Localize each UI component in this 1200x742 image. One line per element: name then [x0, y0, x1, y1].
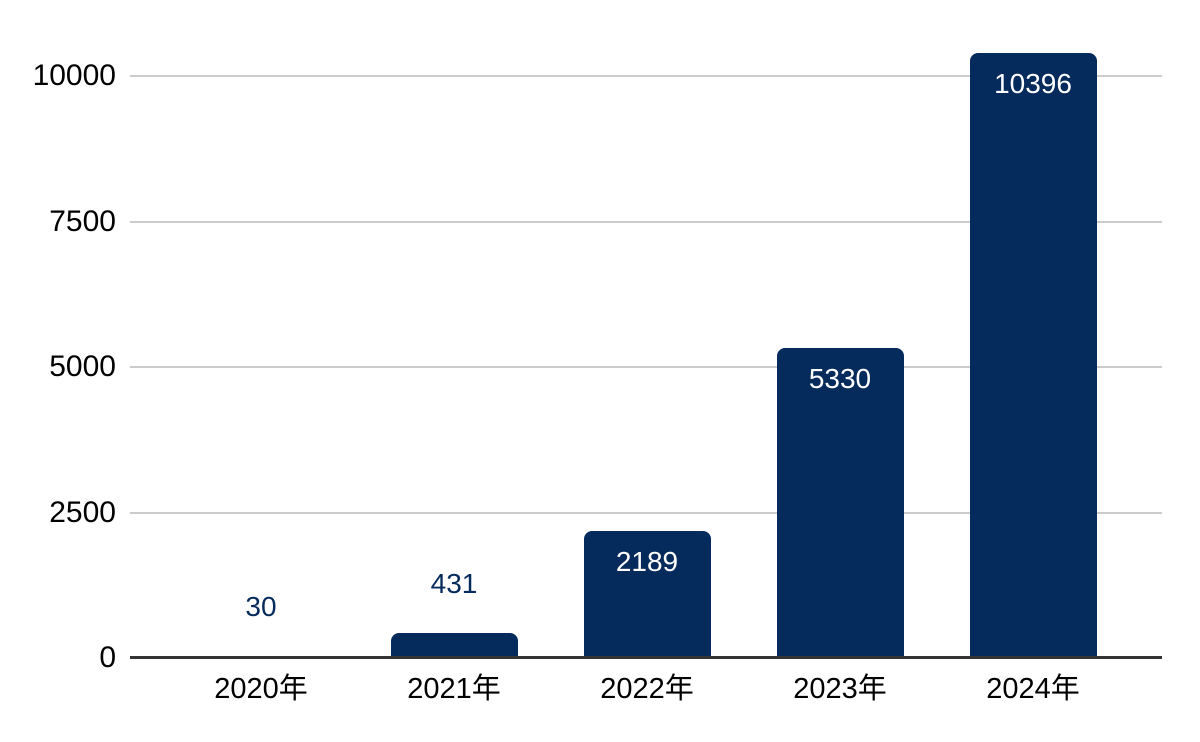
- gridline: [130, 511, 1162, 514]
- bar-value-label: 30: [245, 590, 277, 622]
- bar-2022年: 2189: [583, 530, 711, 658]
- x-axis-label: 2023年: [793, 673, 887, 705]
- y-axis-tick-label: 0: [99, 641, 116, 674]
- gridline: [130, 220, 1162, 223]
- x-axis-label: 2020年: [214, 673, 308, 705]
- bar-value-label: 431: [430, 567, 478, 599]
- x-axis-label: 2024年: [986, 673, 1080, 705]
- x-axis-label: 2021年: [407, 673, 501, 705]
- bar-value-label: 2189: [615, 545, 679, 577]
- gridline: [130, 75, 1162, 77]
- bar-2023年: 5330: [776, 347, 904, 658]
- bar-2021年: [390, 632, 518, 658]
- plot-area: 30 431 2189 5330 10396: [130, 52, 1162, 659]
- bar-value-label: 10396: [994, 67, 1072, 99]
- x-axis-baseline: [130, 656, 1162, 659]
- y-axis-tick-label: 10000: [32, 59, 116, 92]
- y-axis-tick-label: 2500: [49, 495, 116, 529]
- bar-value-label: 5330: [808, 362, 872, 394]
- bar-2024年: 10396: [969, 52, 1097, 658]
- y-axis-tick-label: 5000: [49, 350, 116, 383]
- y-axis-tick-label: 7500: [49, 204, 116, 238]
- x-axis-label: 2022年: [600, 673, 694, 705]
- gridline: [130, 366, 1162, 368]
